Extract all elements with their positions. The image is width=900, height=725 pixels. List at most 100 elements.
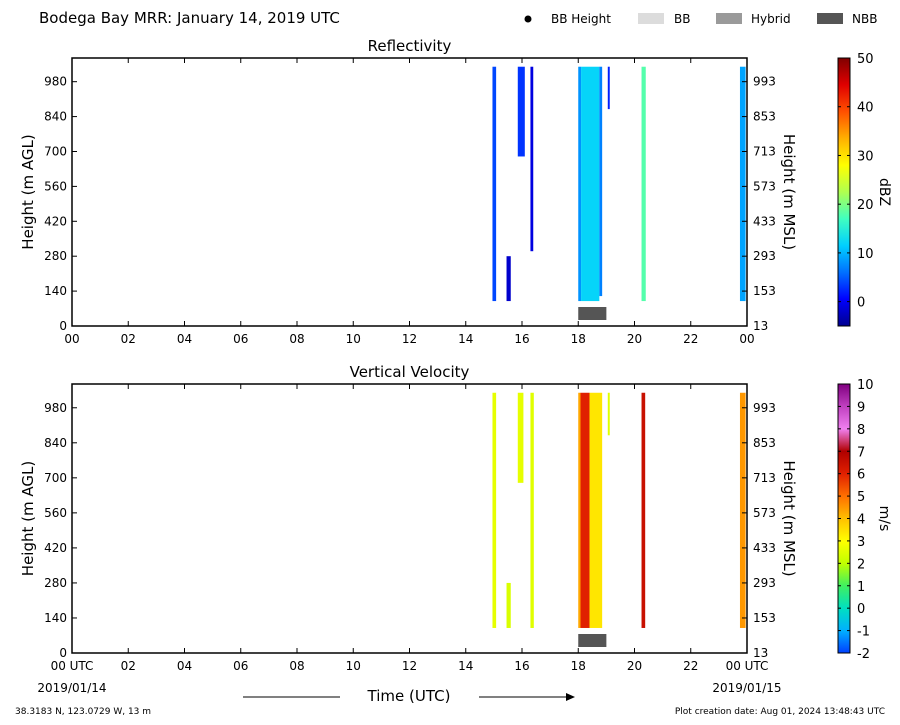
data-swath bbox=[599, 66, 603, 297]
legend: BB Height BB Hybrid NBB bbox=[524, 12, 877, 26]
x-tick-label: 20 bbox=[627, 332, 642, 346]
date-end-label: 2019/01/15 bbox=[712, 681, 781, 695]
y-tick-label-right: 433 bbox=[753, 214, 776, 228]
x-tick-label: 06 bbox=[233, 332, 248, 346]
x-tick-label: 10 bbox=[346, 659, 361, 673]
legend-nbb-label: NBB bbox=[852, 12, 877, 26]
colorbar-tick-label: 30 bbox=[857, 149, 874, 164]
x-tick-label: 18 bbox=[571, 332, 586, 346]
colorbar-tick-label: 6 bbox=[857, 468, 865, 483]
x-tick-label: 00 bbox=[739, 332, 754, 346]
data-swath bbox=[641, 66, 646, 302]
data-swath bbox=[607, 66, 610, 110]
colorbar-tick-label: 8 bbox=[857, 423, 865, 438]
data-swath bbox=[607, 392, 610, 436]
x-tick-label: 16 bbox=[514, 659, 529, 673]
colorbar-tick-label: 3 bbox=[857, 535, 865, 550]
x-tick-label: 14 bbox=[458, 332, 473, 346]
colorbar-tick-label: 0 bbox=[857, 602, 865, 617]
colorbar-tick-label: 2 bbox=[857, 557, 865, 572]
panel-title: Reflectivity bbox=[368, 37, 452, 55]
panel-title: Vertical Velocity bbox=[350, 363, 470, 381]
data-swath bbox=[517, 392, 524, 483]
colorbar-tick-label: 7 bbox=[857, 445, 865, 460]
y-tick-label-right: 153 bbox=[753, 284, 776, 298]
y-tick-label: 140 bbox=[44, 611, 67, 625]
x-tick-label: 08 bbox=[289, 332, 304, 346]
x-tick-label: 06 bbox=[233, 659, 248, 673]
plot-frame bbox=[71, 383, 748, 654]
y-tick-label-right: 993 bbox=[753, 75, 776, 89]
colorbar-tick-label: 0 bbox=[857, 296, 865, 311]
location-label: 38.3183 N, 123.0729 W, 13 m bbox=[15, 707, 151, 717]
y-tick-label-right: 153 bbox=[753, 611, 776, 625]
y-tick-label: 560 bbox=[44, 179, 67, 193]
colorbar-tick-label: 5 bbox=[857, 490, 865, 505]
legend-hybrid-swatch bbox=[716, 13, 742, 24]
colorbar-tick-label: 1 bbox=[857, 580, 865, 595]
nbb-band-mark bbox=[578, 634, 607, 647]
y-tick-label: 700 bbox=[44, 144, 67, 158]
x-tick-label: 00 bbox=[64, 332, 79, 346]
legend-nbb-swatch bbox=[817, 13, 843, 24]
y-axis-label-right: Height (m MSL) bbox=[780, 460, 798, 576]
x-tick-label: 16 bbox=[514, 332, 529, 346]
data-swath bbox=[739, 66, 746, 302]
colorbar-tick-label: 40 bbox=[857, 101, 874, 116]
date-start-label: 2019/01/14 bbox=[37, 681, 106, 695]
data-swath bbox=[530, 392, 534, 628]
colorbar-tick-label: 20 bbox=[857, 198, 874, 213]
colorbar-tick-label: 4 bbox=[857, 513, 865, 528]
y-tick-label: 0 bbox=[59, 646, 67, 660]
nbb-band-mark bbox=[578, 307, 607, 320]
x-tick-label: 10 bbox=[346, 332, 361, 346]
y-tick-label: 980 bbox=[44, 401, 67, 415]
time-axis-arrows bbox=[243, 693, 575, 701]
y-tick-label-right: 993 bbox=[753, 401, 776, 415]
y-axis-label: Height (m AGL) bbox=[19, 134, 37, 249]
x-tick-label: 04 bbox=[177, 332, 192, 346]
colorbar-tick-label: 10 bbox=[857, 247, 874, 262]
data-swath bbox=[641, 392, 646, 628]
data-swath bbox=[578, 392, 581, 628]
legend-hybrid-label: Hybrid bbox=[751, 12, 791, 26]
x-tick-label: 12 bbox=[402, 332, 417, 346]
y-tick-label-right: 573 bbox=[753, 179, 776, 193]
x-tick-label: 00 UTC bbox=[726, 659, 769, 673]
data-swath bbox=[578, 66, 582, 302]
x-tick-label: 02 bbox=[121, 332, 136, 346]
data-swath bbox=[492, 66, 497, 302]
data-swath bbox=[739, 392, 746, 628]
y-tick-label: 840 bbox=[44, 436, 67, 450]
figure-title: Bodega Bay MRR: January 14, 2019 UTC bbox=[39, 9, 340, 27]
x-tick-label: 20 bbox=[627, 659, 642, 673]
legend-bb-height-marker bbox=[524, 15, 532, 23]
data-swath bbox=[492, 392, 497, 628]
colorbar bbox=[837, 57, 851, 327]
reflectivity-panel: Reflectivity0140280420560700840980131532… bbox=[19, 37, 892, 346]
data-swath bbox=[506, 582, 511, 628]
y-tick-label-right: 573 bbox=[753, 506, 776, 520]
x-tick-label: 08 bbox=[289, 659, 304, 673]
legend-bb-label: BB bbox=[674, 12, 690, 26]
y-axis-label-right: Height (m MSL) bbox=[780, 134, 798, 250]
y-tick-label-right: 293 bbox=[753, 249, 776, 263]
y-tick-label-right: 13 bbox=[753, 646, 768, 660]
legend-bb-swatch bbox=[638, 13, 664, 24]
data-swath bbox=[517, 66, 525, 157]
y-tick-label-right: 713 bbox=[753, 144, 776, 158]
x-tick-label: 02 bbox=[121, 659, 136, 673]
y-tick-label-right: 713 bbox=[753, 471, 776, 485]
y-tick-label: 140 bbox=[44, 284, 67, 298]
x-tick-label: 22 bbox=[683, 332, 698, 346]
legend-bb-height-label: BB Height bbox=[551, 12, 611, 26]
x-tick-label: 04 bbox=[177, 659, 192, 673]
vertical-velocity-panel: Vertical Velocity01402804205607008409801… bbox=[19, 363, 892, 673]
x-tick-label: 12 bbox=[402, 659, 417, 673]
y-axis-label: Height (m AGL) bbox=[19, 461, 37, 576]
colorbar-tick-label: 10 bbox=[857, 378, 874, 393]
y-tick-label: 280 bbox=[44, 249, 67, 263]
y-tick-label-right: 13 bbox=[753, 319, 768, 333]
x-tick-label: 00 UTC bbox=[51, 659, 94, 673]
